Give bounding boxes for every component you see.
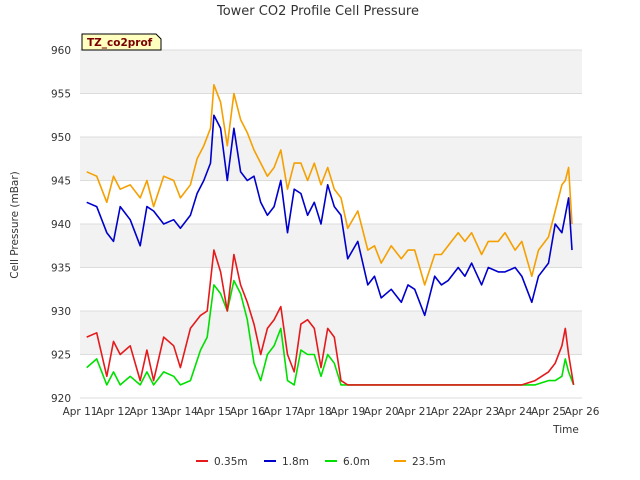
x-tick-label: Apr 16 — [230, 406, 265, 418]
x-tick-label: Apr 18 — [297, 406, 332, 418]
x-tick-label: Apr 12 — [96, 406, 131, 418]
legend: 0.35m 1.8m 6.0m 23.5m — [196, 456, 446, 468]
background-band — [80, 224, 582, 268]
x-tick-label: Apr 15 — [196, 406, 231, 418]
series-line-1.8m — [86, 114, 573, 317]
series-layer — [86, 84, 575, 386]
y-tick-label: 950 — [51, 132, 71, 144]
chart-title: Tower CO2 Profile Cell Pressure — [216, 4, 419, 19]
y-tick-label: 940 — [51, 219, 71, 231]
y-tick-label: 955 — [51, 89, 71, 101]
y-tick-label: 945 — [51, 176, 71, 188]
y-tick-label: 920 — [51, 393, 71, 405]
series-line-23.5m — [86, 84, 573, 286]
site-label: TZ_co2prof — [87, 37, 153, 49]
background-band — [80, 137, 582, 181]
x-tick-label: Apr 19 — [330, 406, 365, 418]
x-tick-label: Apr 26 — [565, 406, 600, 418]
y-tick-label: 960 — [51, 45, 71, 57]
x-tick-label: Apr 17 — [263, 406, 298, 418]
y-tick-label: 930 — [51, 306, 71, 318]
legend-label: 1.8m — [282, 456, 309, 468]
legend-label: 23.5m — [412, 456, 446, 468]
y-tick-labels: 920 925 930 935 940 945 950 955 960 — [51, 45, 71, 405]
x-tick-label: Apr 25 — [531, 406, 566, 418]
x-tick-label: Apr 13 — [129, 406, 164, 418]
x-tick-label: Apr 21 — [397, 406, 432, 418]
y-axis-label: Cell Pressure (mBar) — [9, 171, 21, 279]
site-label-background — [81, 33, 162, 51]
x-tick-label: Apr 14 — [163, 406, 198, 418]
y-tick-label: 925 — [51, 350, 71, 362]
x-tick-label: Apr 11 — [63, 406, 98, 418]
x-axis-label: Time — [552, 424, 579, 436]
background-band — [80, 50, 582, 94]
legend-label: 6.0m — [343, 456, 370, 468]
x-tick-label: Apr 24 — [498, 406, 533, 418]
series-line-0.35m — [86, 249, 575, 386]
gridlines — [80, 49, 582, 399]
site-label-box: TZ_co2prof — [81, 33, 162, 51]
x-tick-label: Apr 23 — [464, 406, 499, 418]
x-tick-label: Apr 22 — [431, 406, 466, 418]
x-tick-label: Apr 20 — [364, 406, 399, 418]
legend-label: 0.35m — [214, 456, 248, 468]
y-tick-label: 935 — [51, 263, 71, 275]
